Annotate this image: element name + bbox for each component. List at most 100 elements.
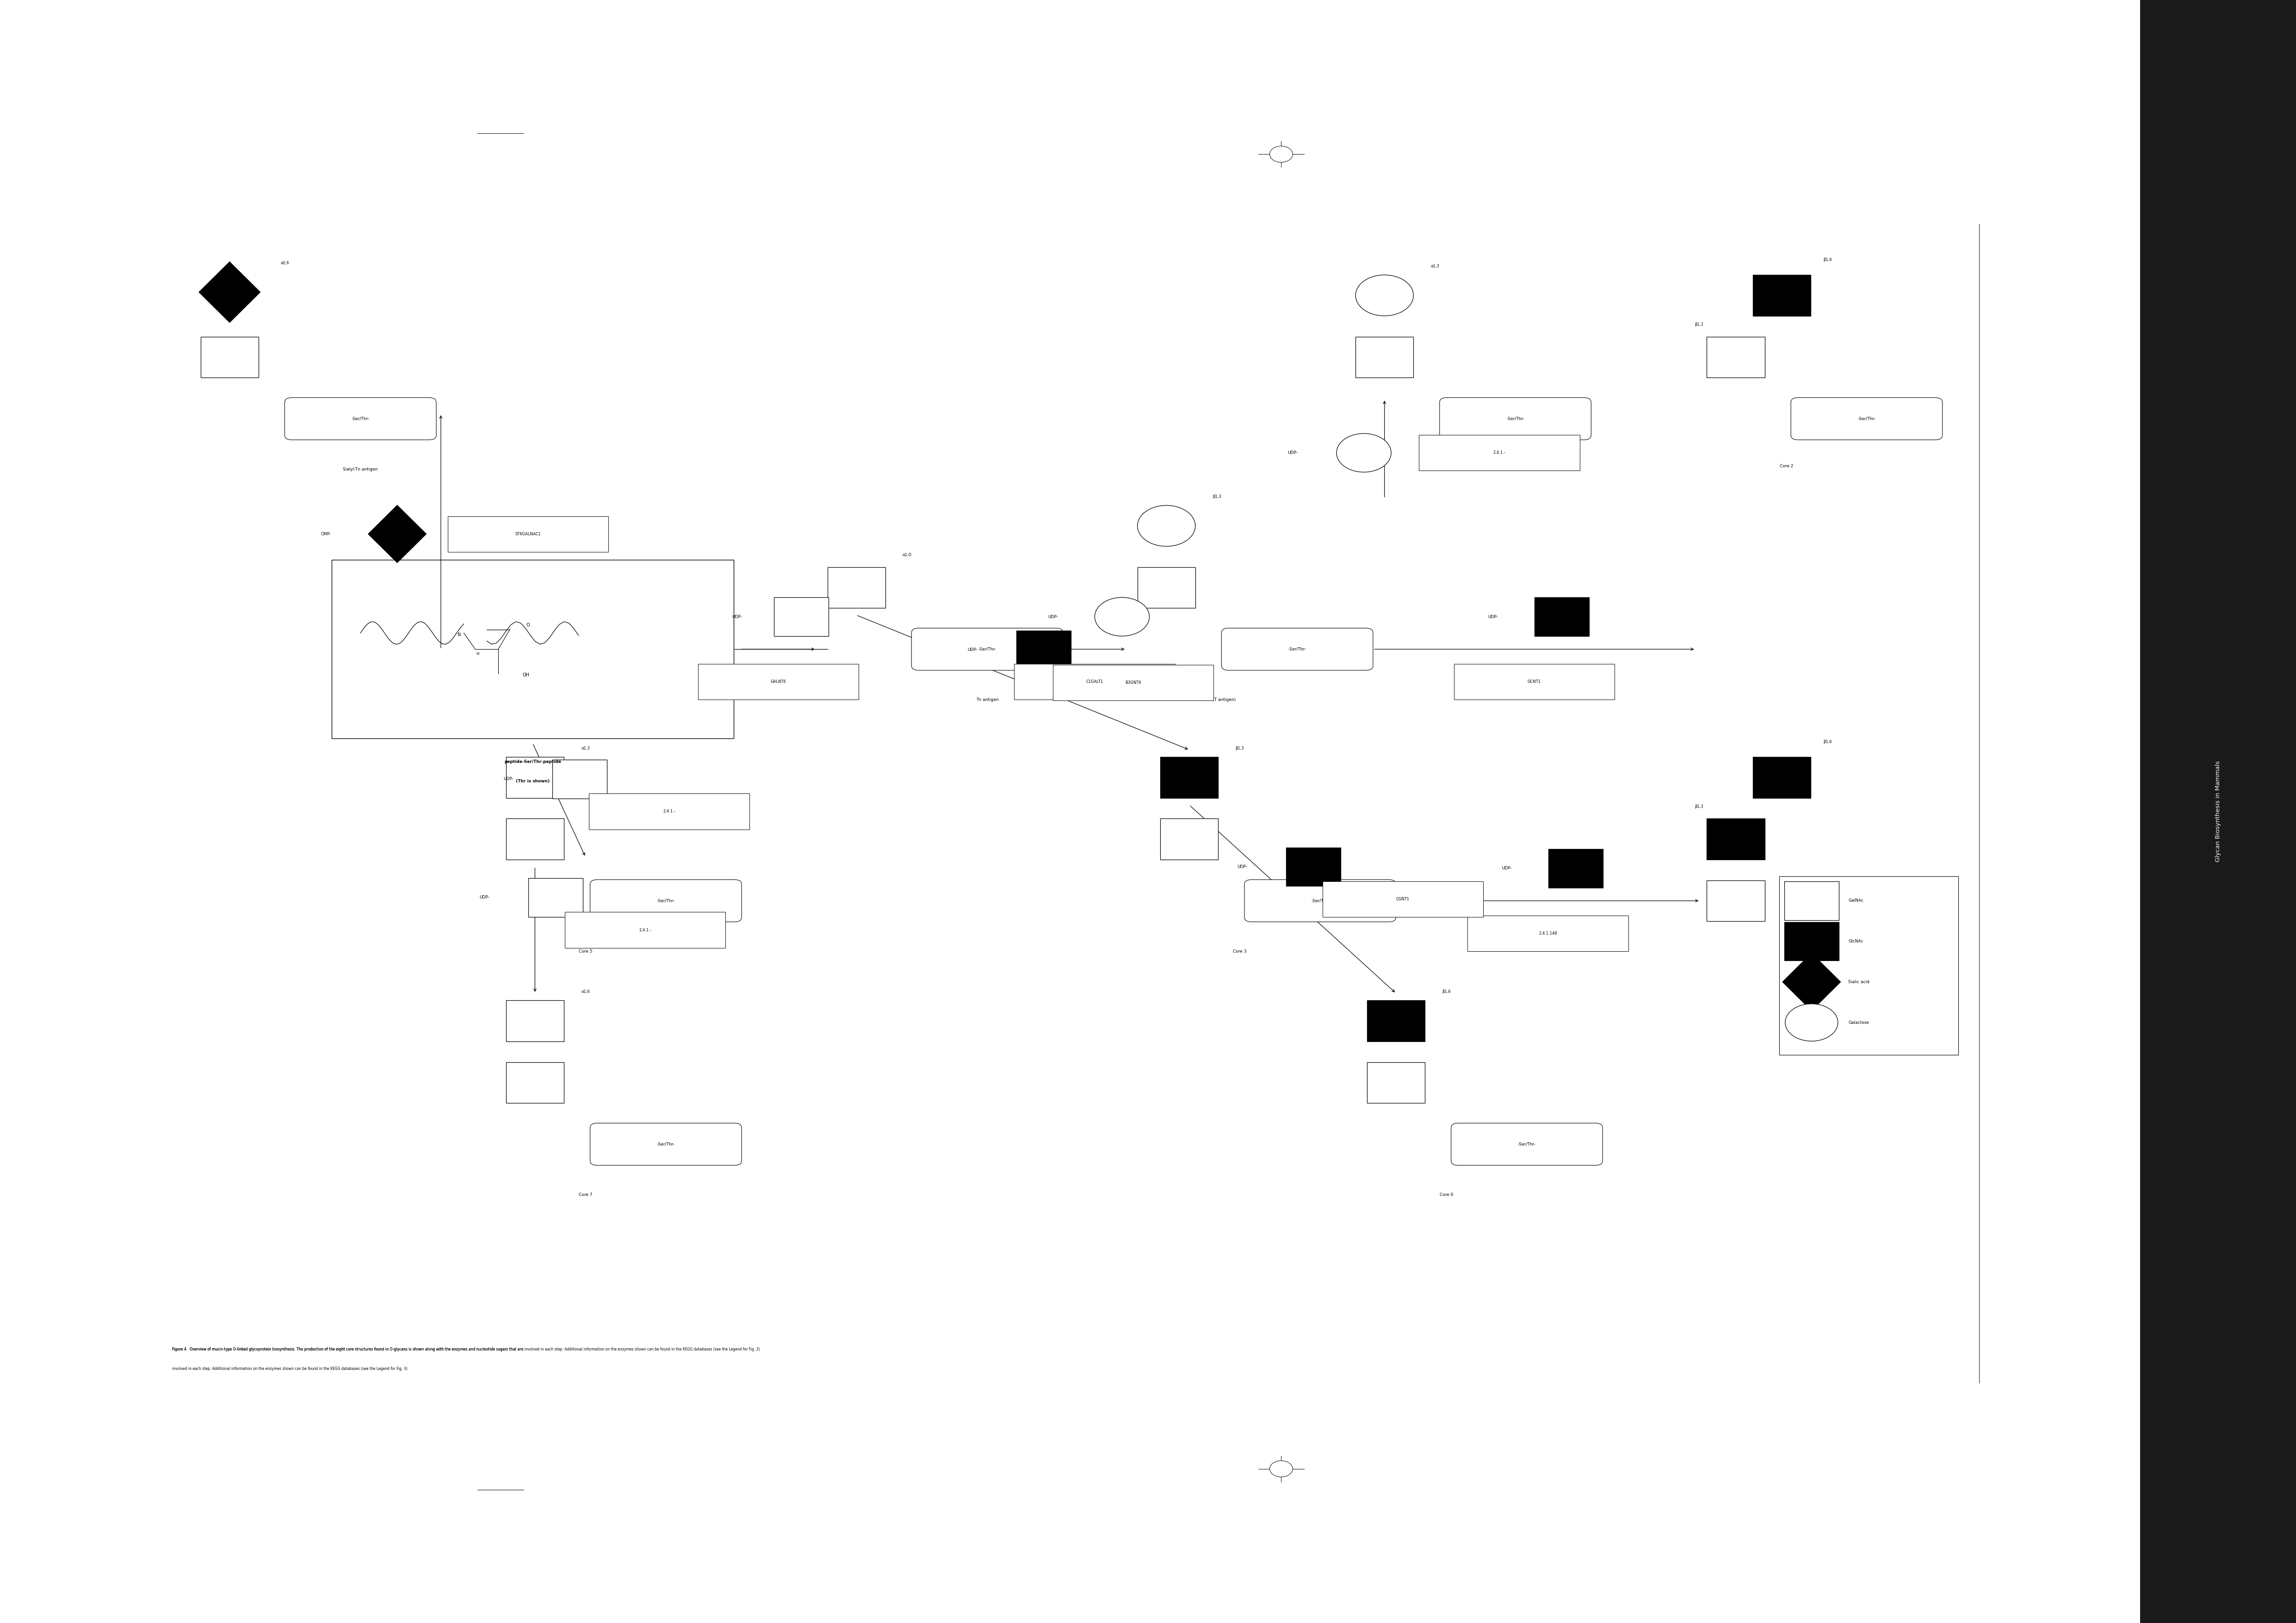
Polygon shape [200, 261, 259, 323]
Text: Galactose: Galactose [1848, 1021, 1869, 1024]
Bar [448, 516, 608, 552]
Text: UDP-: UDP- [732, 615, 742, 618]
Text: -Ser/Thr-: -Ser/Thr- [978, 648, 996, 651]
Text: H: H [475, 652, 480, 656]
Circle shape [1137, 505, 1196, 547]
Bar [1355, 336, 1414, 378]
Text: β1,3: β1,3 [1235, 747, 1244, 750]
Text: -Ser/Thr-: -Ser/Thr- [351, 417, 370, 420]
Bar [1052, 665, 1212, 701]
FancyBboxPatch shape [1440, 398, 1591, 440]
Bar [774, 597, 829, 636]
FancyBboxPatch shape [1221, 628, 1373, 670]
Bar [1017, 631, 1070, 669]
Bar [1322, 881, 1483, 917]
Text: 2.4.1.148: 2.4.1.148 [1538, 932, 1557, 935]
Text: 2.4.1.-: 2.4.1.- [638, 928, 652, 932]
Text: α1,3: α1,3 [1430, 265, 1440, 268]
Bar [505, 1061, 565, 1104]
Text: (Thr is shown): (Thr is shown) [517, 779, 549, 784]
Text: -Ser/Thr-: -Ser/Thr- [1506, 417, 1525, 420]
Bar [1784, 922, 1839, 961]
Circle shape [1355, 274, 1414, 316]
Text: OH: OH [521, 674, 530, 677]
Text: Core 3: Core 3 [1233, 949, 1247, 954]
Text: β1,3: β1,3 [1694, 323, 1704, 326]
Text: C1GALT1: C1GALT1 [1086, 680, 1102, 683]
Text: -Ser/Thr-: -Ser/Thr- [1857, 417, 1876, 420]
Bar [1015, 664, 1176, 700]
Text: UDP-: UDP- [503, 777, 514, 781]
Text: Core 7: Core 7 [579, 1193, 592, 1198]
Bar [505, 1000, 565, 1042]
Text: ST6GALNAC1: ST6GALNAC1 [514, 532, 542, 536]
Text: GlcNAc: GlcNAc [1848, 940, 1864, 943]
Text: GalNAc: GalNAc [1848, 899, 1864, 902]
Text: Core 8: Core 8 [1428, 464, 1442, 469]
Text: peptide-Ser/Thr-peptide: peptide-Ser/Thr-peptide [505, 760, 560, 764]
FancyBboxPatch shape [912, 628, 1063, 670]
Text: UDP-: UDP- [1049, 615, 1058, 618]
Bar [1366, 1000, 1426, 1042]
Text: involved in each step. Additional information on the enzymes shown can be found : involved in each step. Additional inform… [172, 1367, 409, 1371]
FancyBboxPatch shape [590, 1123, 742, 1165]
Text: CGNT1: CGNT1 [1396, 898, 1410, 901]
FancyBboxPatch shape [1791, 880, 1942, 922]
Bar [505, 756, 565, 799]
Text: α1,3: α1,3 [581, 747, 590, 750]
Text: Core 1 (T antigen): Core 1 (T antigen) [1199, 698, 1235, 703]
Bar [1706, 880, 1766, 922]
Text: Sialic acid: Sialic acid [1848, 980, 1869, 984]
Bar [1366, 1061, 1426, 1104]
Text: α2,6: α2,6 [280, 261, 289, 265]
Polygon shape [1782, 953, 1841, 1011]
Text: -Ser/Thr-: -Ser/Thr- [1518, 1143, 1536, 1146]
Text: -Ser/Thr-: -Ser/Thr- [1288, 648, 1306, 651]
Text: UDP-: UDP- [1288, 451, 1297, 454]
Bar [200, 336, 259, 378]
FancyBboxPatch shape [1451, 1123, 1603, 1165]
Text: β1,3: β1,3 [1694, 805, 1704, 808]
Text: -Ser/Thr-: -Ser/Thr- [657, 1143, 675, 1146]
Circle shape [1095, 597, 1150, 636]
Text: β1,6: β1,6 [1442, 990, 1451, 993]
Bar [1706, 336, 1766, 378]
Bar [1784, 881, 1839, 920]
Bar [553, 760, 606, 799]
Bar [1159, 756, 1219, 799]
Bar [1137, 566, 1196, 609]
Bar [505, 818, 565, 860]
Bar [1779, 876, 1958, 1055]
Text: Core 4: Core 4 [1779, 949, 1793, 954]
FancyBboxPatch shape [285, 398, 436, 440]
Text: α1,O: α1,O [902, 553, 912, 557]
Text: Figure 4   Overview of mucin-type O-linked glycoprotein biosynthesis. The produc: Figure 4 Overview of mucin-type O-linked… [172, 1347, 523, 1352]
Text: β1,3: β1,3 [1212, 495, 1221, 498]
Text: -Ser/Thr-: -Ser/Thr- [1857, 899, 1876, 902]
Bar [827, 566, 886, 609]
Text: -Ser/Thr-: -Ser/Thr- [657, 899, 675, 902]
FancyBboxPatch shape [1791, 398, 1942, 440]
Text: Core 6: Core 6 [1440, 1193, 1453, 1198]
Text: GCNT1: GCNT1 [1527, 680, 1541, 683]
Text: 2.4.1.-: 2.4.1.- [1492, 451, 1506, 454]
Bar [588, 794, 748, 829]
Text: N: N [457, 633, 461, 636]
Text: Glycan Biosynthesis in Mammals: Glycan Biosynthesis in Mammals [2216, 761, 2220, 862]
Bar [1706, 818, 1766, 860]
Text: α1,6: α1,6 [581, 990, 590, 993]
Text: B3GNT6: B3GNT6 [1125, 680, 1141, 685]
Bar [1534, 597, 1589, 636]
Bar [1752, 274, 1812, 316]
Text: Figure 4   Overview of mucin-type O-linked glycoprotein biosynthesis. The produc: Figure 4 Overview of mucin-type O-linked… [172, 1347, 760, 1352]
Text: GALNT6: GALNT6 [771, 680, 785, 683]
Bar [2140, 0, 2296, 1623]
Polygon shape [367, 505, 427, 563]
Circle shape [1270, 146, 1293, 162]
Bar [1419, 435, 1580, 471]
Bar [1453, 664, 1614, 700]
Bar [1548, 849, 1603, 888]
Bar [333, 560, 735, 738]
Bar [1286, 847, 1341, 886]
Circle shape [1336, 433, 1391, 472]
